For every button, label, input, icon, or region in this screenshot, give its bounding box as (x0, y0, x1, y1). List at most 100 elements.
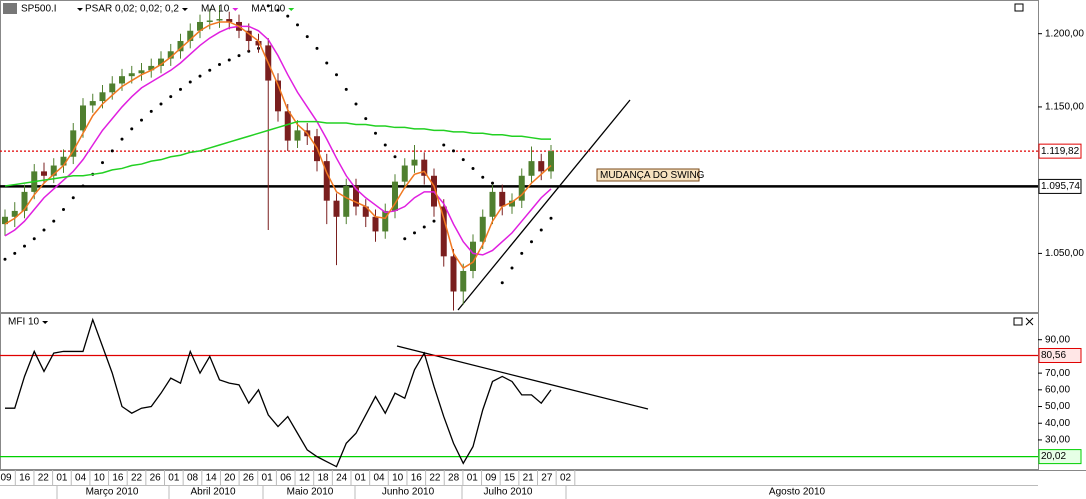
candle-body (470, 241, 476, 271)
reference-label-box (1038, 449, 1082, 465)
candle-body (148, 65, 155, 71)
psar-dot (325, 61, 329, 65)
day-label: 10 (392, 473, 404, 484)
psar-dot (510, 266, 514, 270)
day-label: 24 (336, 473, 348, 484)
dropdown-arrow (77, 8, 83, 11)
mfi-trend-line (396, 345, 649, 410)
candle-body (353, 186, 359, 207)
y-tick-label: 70,00 (1045, 368, 1070, 379)
candle-body (343, 186, 350, 217)
candle-body (2, 216, 8, 225)
reference-label-box (1038, 347, 1082, 363)
panel-title: MFI 10 (8, 317, 40, 328)
psar-dot (374, 131, 377, 135)
candle-body (460, 270, 467, 292)
candle-body (197, 21, 203, 31)
month-label: Abril 2010 (190, 487, 235, 498)
day-label: 12 (299, 473, 311, 484)
psar-dot (315, 46, 319, 50)
candle-body (216, 19, 223, 21)
chart-title: SP500.I (21, 4, 57, 15)
candle-body (50, 165, 57, 176)
psar-dot (276, 8, 280, 12)
candle-body (41, 171, 47, 176)
candle-body (479, 216, 486, 242)
candle-body (548, 151, 554, 172)
psar-dot (432, 219, 436, 223)
candle-body (411, 159, 418, 166)
candle-body (128, 73, 135, 77)
psar-dot (539, 228, 543, 232)
candle-body (21, 191, 28, 211)
psar-dot (149, 109, 153, 113)
psar-dot (500, 281, 504, 285)
candle-body (499, 191, 506, 207)
day-label: 01 (467, 473, 479, 484)
candle-body (450, 256, 457, 292)
month-label: Julho 2010 (484, 487, 533, 498)
moving-average (4, 21, 552, 270)
candle-body (60, 156, 67, 166)
y-tick-label: 40,00 (1045, 418, 1070, 429)
candle-body (109, 83, 116, 93)
day-label: 18 (317, 473, 329, 484)
psar-dot (62, 207, 65, 211)
day-label: 21 (523, 473, 535, 484)
dropdown-arrow (181, 8, 188, 11)
psar-dot (23, 244, 26, 248)
psar-dot (266, 4, 270, 8)
candle-body (392, 181, 398, 211)
psar-dot (549, 216, 553, 220)
psar-dot (403, 237, 407, 241)
psar-dot (305, 35, 309, 39)
day-label: 14 (206, 473, 218, 484)
psar-dot (393, 155, 397, 159)
y-tick-label: 1.200,00 (1045, 28, 1084, 39)
psar-dot (422, 225, 426, 229)
day-label: 01 (355, 473, 367, 484)
y-tick-label: 60,00 (1045, 384, 1070, 395)
month-label: Março 2010 (86, 487, 139, 498)
dropdown-arrow (288, 8, 295, 11)
close-button[interactable] (1025, 317, 1034, 326)
day-label: 16 (19, 473, 31, 484)
psar-dot (101, 161, 104, 165)
candle-body (177, 41, 184, 52)
y-tick-label: 30,00 (1045, 435, 1070, 446)
candle-body (440, 206, 447, 257)
psar-dot (52, 219, 56, 223)
candle-body (206, 20, 213, 22)
candle-body (518, 175, 525, 201)
day-label: 26 (243, 473, 255, 484)
day-label: 20 (224, 473, 236, 484)
psar-dot (81, 184, 85, 188)
maximize-button[interactable] (1014, 3, 1024, 12)
month-label: Agosto 2010 (769, 487, 826, 498)
candle-body (323, 161, 330, 201)
y-tick-label: 1.050,00 (1045, 248, 1084, 259)
day-label: 16 (112, 473, 124, 484)
day-label: 22 (429, 473, 441, 484)
legend-entry: PSAR 0,02; 0,02; 0,2 (85, 4, 179, 15)
psar-dot (452, 149, 455, 153)
day-label: 02 (560, 473, 572, 484)
reference-label-box (1038, 178, 1082, 194)
candle-body (255, 41, 262, 46)
candle-body (284, 111, 291, 141)
psar-dot (13, 251, 17, 255)
psar-dot (383, 143, 387, 147)
day-label: 01 (262, 473, 274, 484)
reference-label-box (1038, 143, 1082, 159)
symbol-icon[interactable] (3, 3, 17, 14)
mfi-line (5, 317, 552, 468)
psar-dot (335, 73, 338, 77)
y-tick-label: 90,00 (1045, 334, 1070, 345)
candle-body (99, 92, 106, 102)
maximize-button[interactable] (1013, 317, 1023, 326)
psar-dot (227, 58, 231, 62)
day-label: 09 (0, 473, 12, 484)
y-tick-label: 1.150,00 (1045, 102, 1084, 113)
psar-dot (530, 240, 533, 244)
psar-dot (364, 117, 368, 121)
